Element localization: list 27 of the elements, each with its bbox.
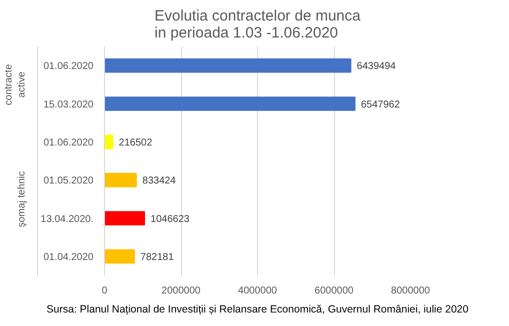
- text: şomaj tehnic: [16, 171, 28, 228]
- x-tick-label: 2000000: [162, 286, 201, 296]
- y-tick-label: 01.05.2020: [43, 176, 94, 187]
- y-tick-label: 01.06.2020: [43, 137, 94, 148]
- chart-title: Evolutia contractelor de munca in perioada 1.03 -1.06.2020: [154, 8, 362, 42]
- x-tick-label: 8000000: [391, 286, 430, 296]
- bar: [104, 96, 356, 111]
- data-label: 782181: [140, 252, 174, 263]
- y-tick-label: 01.06.2020: [43, 61, 94, 72]
- text: Sursa: Planul Național de Investiții și Relansare Economică, Guvernul României, iulie 2020: [46, 304, 469, 316]
- y-tick-label: 15.03.2020: [43, 99, 94, 110]
- x-tick-label: 6000000: [314, 286, 354, 296]
- data-label: 1046623: [150, 214, 190, 225]
- data-label: 833424: [142, 176, 176, 187]
- y-tick-label: 13.04.2020.: [40, 214, 94, 225]
- data-label: 6547962: [360, 99, 400, 110]
- y-tick-label: 01.04.2020: [43, 252, 94, 263]
- bar: [104, 172, 137, 188]
- bar: [104, 211, 146, 226]
- data-label: 216502: [118, 137, 153, 148]
- x-tick-label: 0: [102, 286, 108, 296]
- text: contracte active: [3, 64, 28, 106]
- bar: [104, 58, 352, 73]
- bar: [104, 134, 114, 150]
- bar: [104, 249, 135, 264]
- data-label: 6439494: [356, 61, 396, 72]
- x-tick-label: 4000000: [238, 286, 278, 296]
